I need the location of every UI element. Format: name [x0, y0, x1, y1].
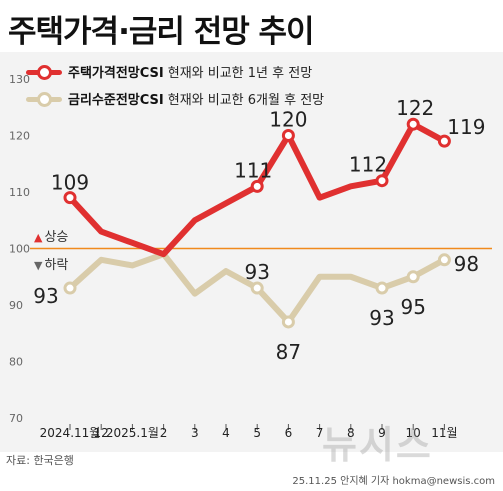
data-label-housing: 120 [269, 108, 307, 132]
data-label-rate: 93 [33, 284, 58, 308]
y-tick-label: 120 [9, 130, 30, 143]
x-tick-label: 9 [378, 426, 386, 440]
legend-swatch-rate [26, 89, 62, 109]
source-note: 자료: 한국은행 [6, 454, 74, 467]
x-tick-label: 10 [406, 426, 421, 440]
x-tick-label: 8 [347, 426, 355, 440]
y-tick-label: 100 [9, 243, 30, 256]
legend: 주택가격전망CSI 현재와 비교한 1년 후 전망 금리수준전망CSI 현재와 … [26, 58, 324, 112]
data-point-rate [63, 281, 77, 295]
data-point-housing [250, 179, 264, 193]
x-tick-label: 2 [160, 426, 168, 440]
plot-background [0, 52, 503, 452]
y-tick-label: 130 [9, 73, 30, 86]
data-point-housing [437, 134, 451, 148]
x-tick-label: 6 [285, 426, 293, 440]
data-point-housing [281, 129, 295, 142]
data-point-rate [406, 270, 420, 284]
data-point-housing [63, 191, 77, 205]
watermark-logo: 뉴시스 [322, 423, 433, 467]
y-tick-label: 90 [9, 299, 23, 312]
y-tick-label: 70 [9, 412, 23, 425]
chart-title: 주택가격·금리 전망 추이 [8, 14, 315, 50]
legend-name-rate: 금리수준전망CSI [68, 93, 164, 108]
data-point-rate [281, 315, 295, 329]
x-tick-label: 5 [253, 426, 261, 440]
reference-down-label: ▼ 하락 [34, 254, 68, 273]
data-label-rate: 87 [276, 340, 301, 364]
data-label-rate: 93 [244, 260, 269, 284]
legend-desc-housing: 현재와 비교한 1년 후 전망 [167, 66, 313, 81]
data-label-housing: 122 [396, 96, 434, 120]
down-label-text: 하락 [44, 258, 69, 273]
x-tick-label: 2024.11월 [40, 426, 101, 440]
data-point-rate [250, 281, 264, 295]
x-tick-label: 11월 [431, 426, 457, 440]
legend-item-housing: 주택가격전망CSI 현재와 비교한 1년 후 전망 [26, 58, 324, 85]
up-triangle-icon: ▲ [34, 231, 43, 244]
data-point-rate [437, 253, 451, 267]
x-tick-label: 4 [222, 426, 230, 440]
legend-desc-rate: 현재와 비교한 6개월 후 전망 [167, 93, 325, 108]
legend-item-rate: 금리수준전망CSI 현재와 비교한 6개월 후 전망 [26, 85, 324, 112]
title-bar: 주택가격·금리 전망 추이 [0, 0, 503, 52]
credit-line: 25.11.25 안지혜 기자 hokma@newsis.com [292, 476, 495, 487]
data-label-housing: 109 [51, 171, 89, 195]
y-tick-label: 80 [9, 356, 23, 369]
data-label-housing: 112 [349, 153, 387, 177]
up-label-text: 상승 [44, 230, 69, 245]
data-label-housing: 119 [447, 115, 485, 139]
y-tick-label: 110 [9, 186, 30, 199]
legend-name-housing: 주택가격전망CSI [68, 66, 164, 81]
data-label-rate: 98 [454, 252, 479, 276]
data-point-housing [406, 117, 420, 131]
data-label-rate: 95 [400, 295, 425, 319]
data-point-housing [375, 174, 389, 188]
legend-swatch-housing [26, 62, 62, 82]
x-tick-label: 7 [316, 426, 324, 440]
x-tick-label: 3 [191, 426, 199, 440]
x-tick-label: 2025.1월 [106, 426, 159, 440]
data-label-rate: 93 [369, 306, 394, 330]
down-triangle-icon: ▼ [34, 259, 43, 272]
data-label-housing: 111 [234, 158, 272, 182]
data-point-rate [375, 281, 389, 295]
x-tick-label: 12 [94, 426, 109, 440]
reference-up-label: ▲ 상승 [34, 226, 68, 245]
